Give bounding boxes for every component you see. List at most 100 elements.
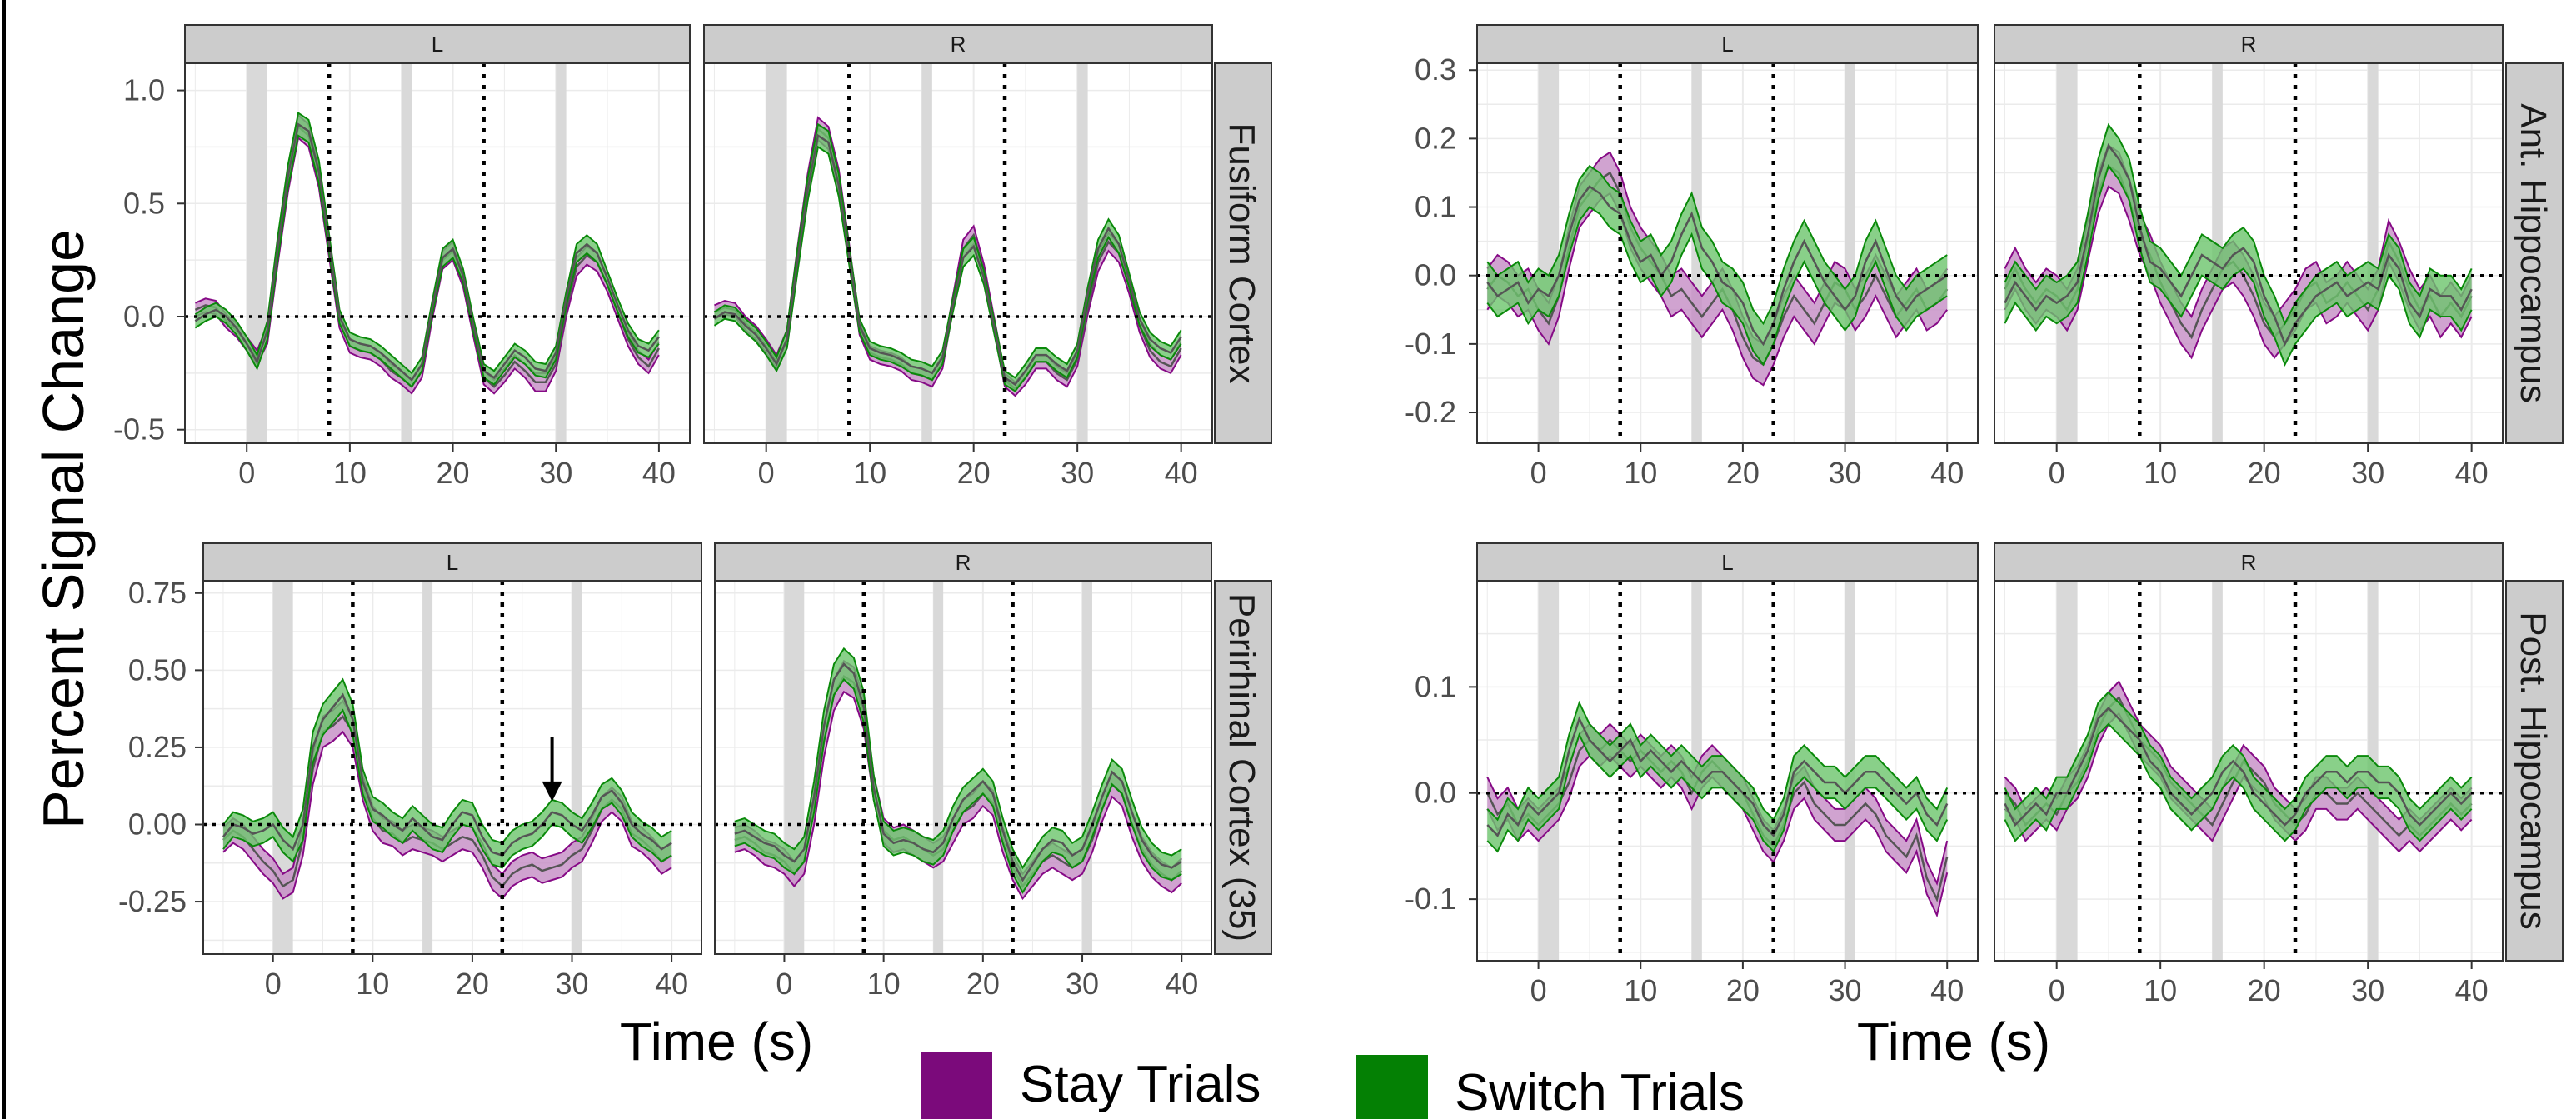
x-tick-label: 30 [539,456,572,490]
ribbon-upper-switch-trials [194,112,660,375]
x-tick-label: 0 [238,456,255,490]
x-tick-label: 20 [456,967,489,1001]
ribbon-lower-switch-trials [194,134,660,388]
strip-header [184,24,691,64]
stimulus-shade [401,63,412,443]
y-tick-label: 1.0 [123,73,165,107]
ribbon-switch-trials [1487,702,1948,852]
panel-perirhinal-cortex-35-r: R 0 10 20 30 40 [714,542,1212,1001]
plot-area [185,63,690,443]
stimulus-shade [921,63,932,443]
ribbon-lower-switch-trials [2004,722,2473,842]
panel-border [1476,580,1979,962]
strip-header [1476,542,1979,582]
x-tick-label: 40 [2455,973,2489,1007]
panel-border [1994,580,2504,962]
region-strip [1214,62,1272,444]
panel-border [714,580,1212,955]
strip-label: R [951,32,966,57]
x-tick-label: 40 [1165,456,1198,490]
y-tick-label: 0.5 [123,186,165,220]
stimulus-shade [2056,63,2078,443]
stimulus-shade [766,63,787,443]
x-tick-label: 40 [1930,973,1964,1007]
x-tick-label: 40 [642,456,676,490]
y-tick-label: 0.75 [128,576,187,610]
strip-header [202,542,702,582]
ribbon-lower-switch-trials [734,677,1182,894]
y-tick-label: -0.1 [1405,327,1456,361]
y-axis-label: Percent Signal Change [31,229,96,829]
stimulus-shade [2368,63,2379,443]
ribbon-lower-switch-trials [713,145,1182,392]
x-tick-label: 30 [555,967,588,1001]
x-tick-label: 0 [2049,456,2065,490]
region-strip-label: Ant. Hippocampus [2513,103,2554,403]
legend-swatch-switch [1356,1055,1428,1119]
strip-label: R [2241,32,2257,57]
x-tick-label: 20 [957,456,991,490]
panel-fusiform-cortex-r: R 0 10 20 30 40 [703,24,1213,490]
x-axis-label-left: Time (s) [620,1012,813,1072]
x-tick-label: 20 [1726,456,1760,490]
ribbon-lower-switch-trials [2004,164,2473,367]
stimulus-shade [247,63,267,443]
strip-header [703,24,1213,64]
mean-line-switch-trials [194,122,660,382]
x-tick-label: 20 [437,456,470,490]
stimulus-shade [422,581,433,954]
y-tick-label: 0.2 [1415,121,1456,155]
x-tick-label: 10 [1624,973,1657,1007]
ribbon-lower-switch-trials [222,708,672,869]
stimulus-shade [1845,63,1855,443]
x-tick-label: 10 [853,456,886,490]
region-strip [1214,580,1272,955]
y-tick-label: -0.2 [1405,395,1456,429]
ribbon-upper-switch-trials [1486,700,1949,822]
x-axis-label-right: Time (s) [1857,1012,2050,1072]
mean-line-switch-trials [222,692,672,857]
x-tick-label: 30 [1829,456,1862,490]
stimulus-shade [1077,63,1088,443]
strip-label: L [432,32,443,57]
chart-perirhinal-cortex-35: -0.25 0.00 0.25 0.50 0.75 L 0 10 20 30 40 R 0 10 20 30 4… [118,542,1272,1001]
plot-area [715,581,1211,954]
x-tick-label: 40 [1930,456,1964,490]
strip-header [1994,24,2504,64]
panel-border [1476,62,1979,444]
panel-border [1994,62,2504,444]
panel-border [703,62,1213,444]
y-tick-label: 0.1 [1415,190,1456,224]
y-tick-label: -0.25 [118,884,187,918]
y-tick-label: 0.0 [123,299,165,333]
panel-post-hippocampus-l: L 0 10 20 30 40 [1476,542,1979,1007]
x-tick-label: 0 [1530,973,1547,1007]
x-tick-label: 40 [2455,456,2489,490]
x-tick-label: 30 [2351,973,2384,1007]
x-tick-label: 0 [758,456,775,490]
panels-layer: -0.5 0.0 0.5 1.0 L 0 10 20 30 40 R 0 10 20 30 40 Fusifor… [113,24,2564,1007]
legend-label-switch: Switch Trials [1455,1064,1745,1119]
ribbon-upper-switch-trials [2004,122,2473,326]
stimulus-shade [1082,581,1092,954]
stimulus-shade [1538,581,1560,961]
stimulus-shade [272,581,293,954]
x-tick-label: 10 [2144,973,2177,1007]
mean-line-switch-trials [1486,185,1948,347]
x-tick-label: 30 [1061,456,1094,490]
stimulus-shade [784,581,805,954]
strip-label: L [447,550,458,575]
y-tick-label: 0.25 [128,730,187,764]
legend-label-stay: Stay Trials [1020,1056,1261,1113]
y-tick-label: 0.1 [1415,669,1456,703]
legend-swatch-stay [921,1052,992,1119]
stimulus-shade [1538,63,1560,443]
ribbon-upper-switch-trials [1486,164,1948,326]
plot-area [203,581,701,954]
mean-line-switch-trials [2004,142,2473,347]
panel-border [202,580,702,955]
strip-header [1476,24,1979,64]
chart-fusiform-cortex: -0.5 0.0 0.5 1.0 L 0 10 20 30 40 R 0 10 20 30 40 Fusifor… [113,24,1272,490]
x-tick-label: 30 [1066,967,1099,1001]
